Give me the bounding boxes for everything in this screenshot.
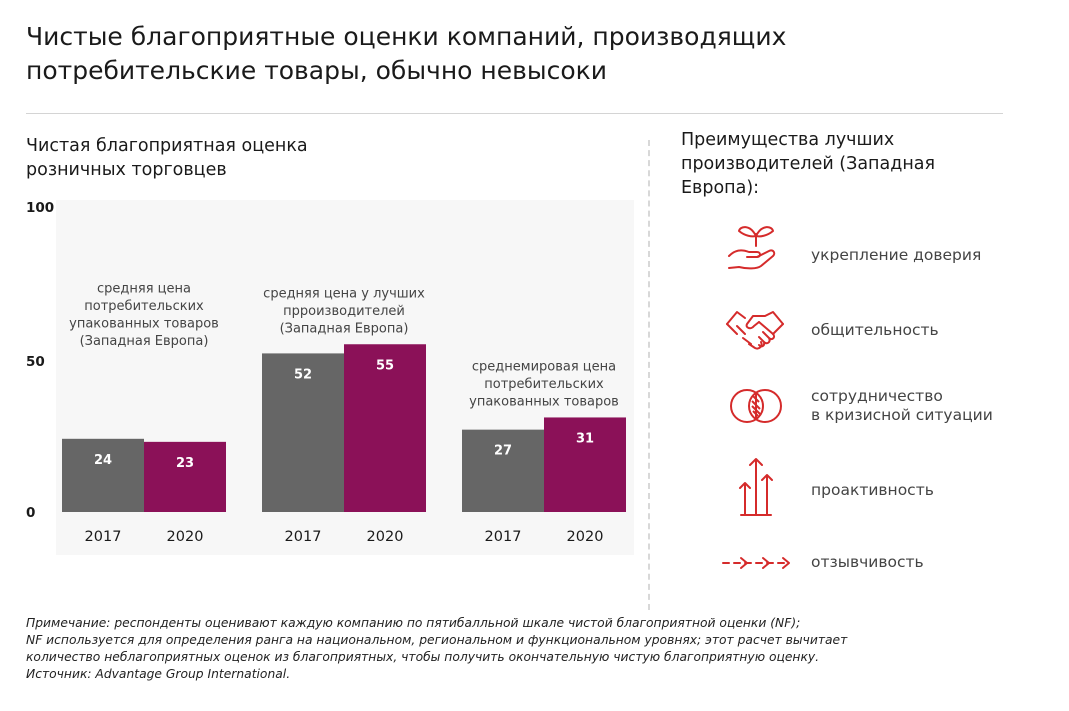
benefit-label-line: в кризисной ситуации — [811, 406, 993, 424]
x-tick-label: 2017 — [485, 529, 522, 545]
benefit-label-line: отзывчивость — [811, 553, 924, 571]
footnote-line-3: количество неблагоприятных оценок из бла… — [26, 650, 820, 664]
benefit-label-responsiveness: отзывчивость — [811, 553, 924, 572]
x-tick-label: 2017 — [85, 529, 122, 545]
chart-title: Чистая благоприятная оценка розничных то… — [26, 134, 446, 182]
benefit-responsiveness: отзывчивость — [681, 542, 1021, 602]
column-divider — [648, 140, 650, 610]
bar — [144, 441, 226, 512]
chart-title-line-1: Чистая благоприятная оценка — [26, 136, 308, 156]
upward-arrows-icon — [739, 458, 773, 516]
x-tick-label: 2020 — [567, 529, 604, 545]
page-title-line-2: потребительские товары, обычно невысоки — [26, 56, 608, 85]
bar — [462, 429, 544, 512]
group-label-line: (Западная Европа) — [80, 334, 209, 349]
benefit-label-line: сотрудничество — [811, 387, 943, 405]
group-label-line: упакованных товаров — [469, 394, 619, 409]
benefits-title: Преимущества лучших производителей (Запа… — [681, 128, 1011, 200]
title-divider — [26, 113, 1003, 114]
page-title: Чистые благоприятные оценки компаний, пр… — [26, 20, 1006, 88]
bar — [262, 353, 344, 512]
footnote-line-4: Источник: Advantage Group International. — [26, 667, 291, 681]
benefit-trust: укрепление доверия — [681, 216, 1021, 276]
y-tick-label: 0 — [26, 505, 35, 521]
y-tick-label: 100 — [26, 200, 54, 216]
dashed-arrow-icon — [722, 557, 790, 569]
benefit-label-line: общительность — [811, 321, 939, 339]
benefits-title-line-3: Европа): — [681, 178, 760, 198]
bar-value-label: 55 — [376, 358, 394, 373]
group-label-line: средняя цена — [97, 282, 191, 297]
group-label-line: потребительских — [84, 299, 204, 314]
hand-sprout-icon — [728, 226, 776, 270]
footnote-line-2: NF используется для определения ранга на… — [26, 633, 848, 647]
bar — [544, 417, 626, 512]
bar-value-label: 52 — [294, 367, 312, 382]
benefit-crisis-cooperation: сотрудничество в кризисной ситуации — [681, 376, 1021, 436]
footnote: Примечание: респонденты оценивают каждую… — [26, 615, 1036, 683]
benefit-label-crisis-cooperation: сотрудничество в кризисной ситуации — [811, 387, 993, 425]
benefits-title-line-2: производителей (Западная — [681, 154, 936, 174]
y-tick-label: 50 — [26, 354, 45, 370]
benefit-label-line: укрепление доверия — [811, 246, 982, 264]
group-label-line: потребительских — [484, 377, 604, 392]
bar — [344, 344, 426, 512]
footnote-line-1: Примечание: респонденты оценивают каждую… — [26, 616, 801, 630]
overlapping-circles-icon — [730, 389, 782, 423]
bar-value-label: 23 — [176, 456, 194, 471]
group-label-line: (Западная Европа) — [280, 321, 409, 336]
bar-value-label: 27 — [494, 444, 512, 459]
benefit-label-proactivity: проактивность — [811, 481, 934, 500]
x-tick-label: 2017 — [285, 529, 322, 545]
page-title-line-1: Чистые благоприятные оценки компаний, пр… — [26, 22, 787, 51]
handshake-icon — [726, 311, 784, 350]
group-label-line: среднемировая цена — [472, 359, 616, 374]
benefit-proactivity: проактивность — [681, 453, 1021, 516]
bar-chart: 100 50 0 24 2017 23 2020 средняя цена потребител… — [26, 200, 634, 555]
benefit-label-communication: общительность — [811, 321, 939, 340]
benefit-communication: общительность — [681, 300, 1021, 360]
bar — [62, 438, 144, 512]
bar-value-label: 24 — [94, 453, 112, 468]
group-label-line: средняя цена у лучших — [263, 286, 425, 301]
bar-value-label: 31 — [576, 431, 594, 446]
group-label-line: упакованных товаров — [69, 317, 219, 332]
x-tick-label: 2020 — [367, 529, 404, 545]
benefit-label-trust: укрепление доверия — [811, 246, 981, 265]
x-tick-label: 2020 — [167, 529, 204, 545]
benefit-label-line: проактивность — [811, 481, 934, 499]
benefits-title-line-1: Преимущества лучших — [681, 130, 895, 150]
group-label-line: прроизводителей — [283, 304, 405, 319]
chart-title-line-2: розничных торговцев — [26, 160, 227, 180]
